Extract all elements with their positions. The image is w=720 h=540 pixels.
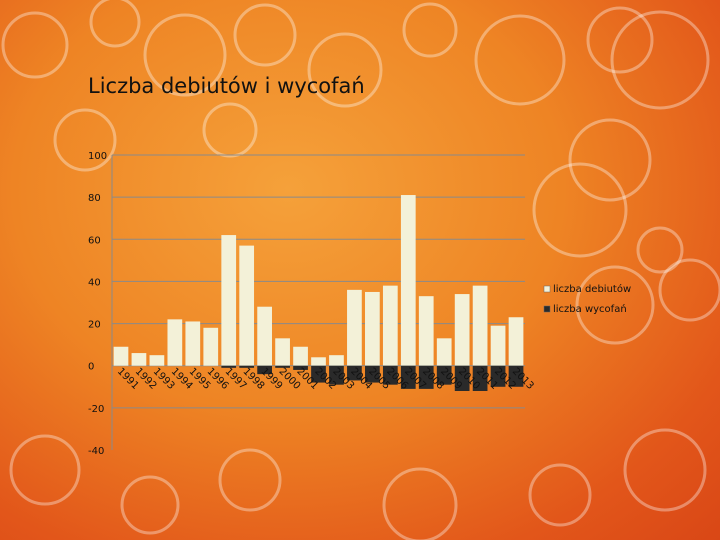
bar-wycofania-2009 — [436, 365, 452, 385]
bar-debiuty-1991 — [113, 346, 129, 366]
bar-debiuty-1993 — [149, 355, 165, 366]
y-tick-label: 100 — [88, 151, 107, 162]
legend: liczba debiutów liczba wycofań — [543, 283, 631, 315]
bar-wycofania-2007 — [400, 365, 416, 389]
bar-debiuty-2005 — [365, 291, 380, 366]
bar-debiuty-2008 — [418, 296, 434, 366]
bar-debiuty-2012 — [490, 325, 506, 366]
bars — [113, 195, 524, 391]
bar-wycofania-2012 — [490, 365, 506, 387]
bar-wycofania-1999 — [257, 365, 272, 375]
bar-debiuty-2000 — [275, 338, 290, 366]
bar-wycofania-2002 — [311, 365, 326, 383]
x-axis-labels: 1991199219931994199519961997199819992000… — [115, 366, 536, 392]
legend-label-debiuty: liczba debiutów — [553, 283, 631, 295]
legend-swatch-wycofania — [543, 305, 551, 313]
bar-debiuty-1997 — [221, 235, 237, 366]
y-tick-label: -20 — [88, 404, 104, 415]
y-tick-label: 0 — [88, 362, 94, 373]
bar-wycofania-2011 — [472, 365, 488, 391]
bar-wycofania-2013 — [508, 365, 524, 387]
y-tick-label: -40 — [88, 446, 104, 457]
slide-title: Liczba debiutów i wycofań — [88, 74, 365, 98]
bar-wycofania-2008 — [418, 365, 434, 389]
legend-swatch-debiuty — [543, 285, 551, 293]
bar-debiuty-2002 — [311, 357, 326, 366]
bar-wycofania-1997 — [221, 365, 237, 368]
y-tick-label: 60 — [88, 235, 101, 246]
bar-wycofania-2005 — [365, 365, 380, 383]
bar-wycofania-2006 — [382, 365, 398, 385]
bar-debiuty-2009 — [436, 338, 452, 366]
bar-debiuty-1998 — [239, 245, 255, 366]
y-axis-ticks: -40 -20 0 20 40 60 80 100 — [88, 151, 107, 457]
bar-wycofania-2004 — [347, 365, 362, 381]
bar-wycofania-2001 — [293, 365, 308, 370]
bar-debiuty-1994 — [167, 319, 183, 366]
bar-debiuty-2007 — [400, 195, 416, 366]
bar-debiuty-1995 — [185, 321, 201, 366]
bar-wycofania-1998 — [239, 365, 255, 368]
bar-wycofania-2000 — [275, 365, 290, 368]
bar-debiuty-1996 — [203, 327, 219, 366]
bar-debiuty-2011 — [472, 285, 488, 366]
y-tick-label: 80 — [88, 193, 101, 204]
bar-wycofania-2003 — [329, 365, 344, 385]
bar-debiuty-2013 — [508, 317, 524, 366]
y-tick-label: 40 — [88, 277, 101, 288]
bar-debiuty-1999 — [257, 306, 272, 366]
bar-debiuty-2001 — [293, 346, 308, 366]
bar-debiuty-2003 — [329, 355, 344, 366]
y-tick-label: 20 — [88, 320, 101, 331]
bar-debiuty-2004 — [347, 289, 362, 366]
bar-wycofania-2010 — [454, 365, 470, 391]
legend-label-wycofania: liczba wycofań — [553, 303, 627, 315]
bar-debiuty-2006 — [382, 285, 398, 366]
bar-debiuty-1992 — [131, 353, 147, 366]
bar-debiuty-2010 — [454, 294, 470, 366]
